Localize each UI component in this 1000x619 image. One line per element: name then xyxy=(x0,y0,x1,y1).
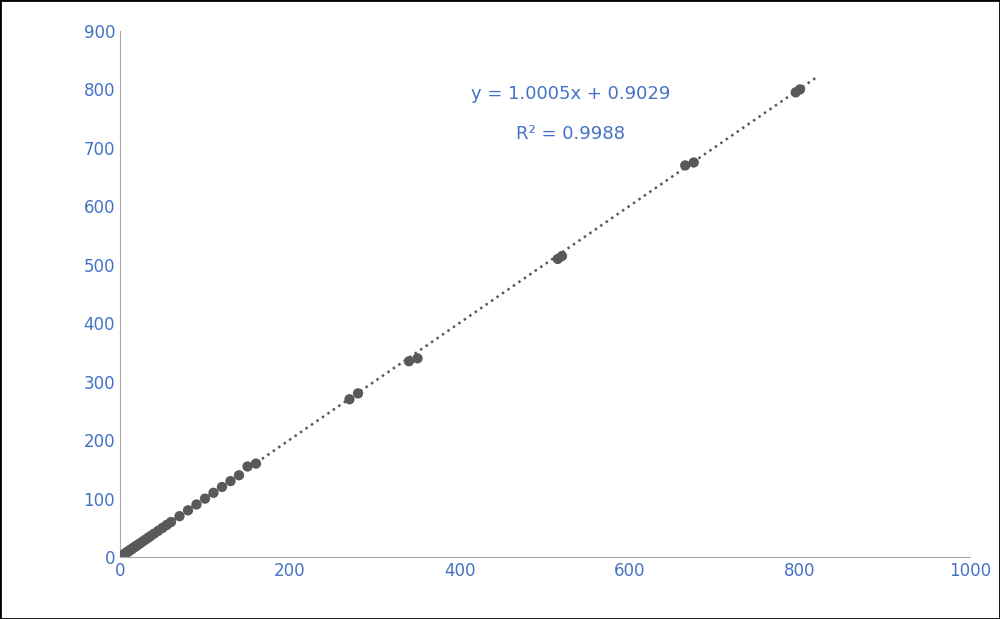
Point xyxy=(206,488,222,498)
Point xyxy=(677,160,693,170)
Point xyxy=(188,500,205,509)
Point xyxy=(117,548,133,558)
Point xyxy=(231,470,247,480)
Point xyxy=(131,539,147,549)
Point xyxy=(137,535,154,545)
Point xyxy=(116,549,132,559)
Point xyxy=(342,394,358,404)
Point xyxy=(214,482,230,492)
Point xyxy=(140,533,156,543)
Point xyxy=(121,546,137,556)
Text: y = 1.0005x + 0.9029: y = 1.0005x + 0.9029 xyxy=(471,85,670,103)
Point xyxy=(159,520,175,530)
Point xyxy=(154,523,170,533)
Point xyxy=(410,353,426,363)
Point xyxy=(150,526,166,536)
Point xyxy=(240,462,256,472)
Point xyxy=(401,357,417,366)
Point xyxy=(550,254,566,264)
Point xyxy=(115,550,131,560)
Point xyxy=(788,87,804,97)
Point xyxy=(123,545,139,555)
Point xyxy=(143,531,159,541)
Point xyxy=(686,158,702,168)
Point xyxy=(122,545,138,555)
Point xyxy=(127,542,143,552)
Point xyxy=(180,505,196,515)
Point xyxy=(163,517,179,527)
Point xyxy=(126,542,142,552)
Point xyxy=(350,389,366,399)
Text: R² = 0.9988: R² = 0.9988 xyxy=(516,124,625,142)
Point xyxy=(197,494,213,504)
Point xyxy=(120,547,136,557)
Point xyxy=(120,547,136,556)
Point xyxy=(125,543,141,553)
Point xyxy=(114,551,130,561)
Point xyxy=(554,251,570,261)
Point xyxy=(124,544,140,554)
Point xyxy=(146,529,162,539)
Point xyxy=(129,540,145,550)
Point xyxy=(118,548,134,558)
Point xyxy=(115,550,131,560)
Point xyxy=(132,538,148,548)
Point xyxy=(248,459,264,469)
Point xyxy=(119,547,135,557)
Point xyxy=(222,476,239,486)
Point xyxy=(172,511,188,521)
Point xyxy=(135,536,151,547)
Point xyxy=(792,84,808,94)
